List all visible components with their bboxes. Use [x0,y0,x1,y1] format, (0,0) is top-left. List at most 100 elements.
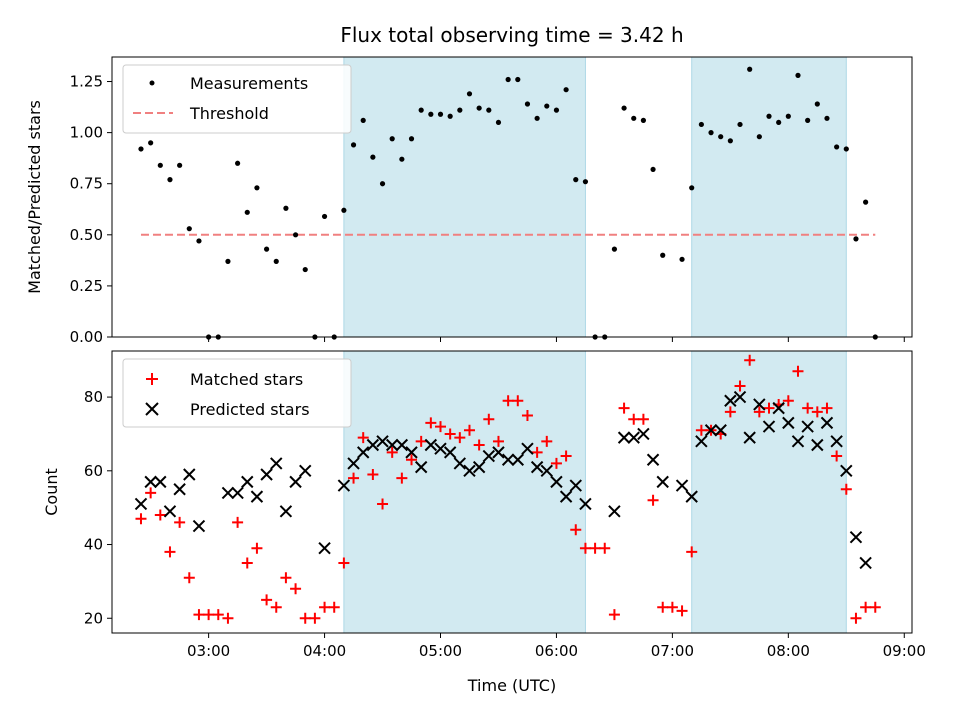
matched-star-point [164,546,176,558]
measurement-point [321,213,328,220]
matched-star-point [792,365,804,377]
x-tick-label: 03:00 [187,642,230,660]
measurement-point [302,266,308,273]
y-tick-label: 0.75 [70,175,103,193]
chart-title: Flux total observing time = 3.42 h [340,23,683,47]
top-legend: Measurements Threshold [122,64,352,134]
matched-star-point [502,395,514,407]
bottom-y-axis-label: Count [42,468,61,516]
matched-star-point [763,402,775,414]
matched-star-point [686,546,698,558]
predicted-star-point [395,438,409,452]
x-tick-label: 05:00 [419,642,462,660]
measurement-point [466,91,473,97]
predicted-star-point [289,475,302,489]
measurement-point [534,115,540,121]
matched-star-point [570,524,582,536]
predicted-star-point [501,453,515,466]
matched-star-point [290,583,302,595]
predicted-star-point [163,505,177,518]
matched-star-point [647,494,659,506]
matched-star-point [241,557,253,569]
predicted-star-point [743,431,756,444]
predicted-star-point [405,446,418,459]
predicted-star-point [753,398,766,411]
top-observing-spans [343,56,847,338]
measurement-point [524,101,531,107]
y-tick-label: 80 [84,388,103,406]
matched-star-point [657,601,669,613]
predicted-star-point [482,449,496,463]
measurement-point [505,76,511,83]
predicted-star-point [791,435,805,448]
matched-star-point [396,472,408,484]
measurement-point [428,111,434,117]
bottom-legend-box [122,358,352,428]
predicted-star-point [521,442,534,455]
matched-star-point [367,468,379,480]
matched-star-point [183,572,195,584]
measurement-point [834,144,840,150]
top-legend-box [122,64,352,134]
bottom-x-ticks: 03:00 04:00 05:00 06:00 07:00 08:00 09:00 [187,633,926,660]
predicted-star-point [318,542,331,555]
matched-star-point [222,612,234,624]
measurement-point [235,160,241,166]
measurement-point [495,119,502,126]
legend-measurements-label: Measurements [190,74,308,93]
measurement-point [679,256,685,262]
measurement-point [689,185,695,191]
predicted-star-point [762,420,776,433]
measurement-point [254,185,260,191]
matched-star-point [724,406,736,418]
measurement-point [186,226,192,232]
x-tick-label: 04:00 [303,642,346,660]
matched-star-point [734,380,746,392]
measurement-point [408,136,415,142]
matched-star-point [174,516,186,528]
legend-measurements-marker [149,80,155,86]
observing-span-2 [691,56,847,338]
matched-star-point [251,542,263,554]
matched-star-point [579,542,591,554]
predicted-star-point [347,457,360,470]
predicted-star-point [695,435,708,448]
y-tick-label: 20 [84,609,103,627]
predicted-star-point [849,530,863,544]
matched-star-point [744,354,756,366]
predicted-star-point [424,438,438,452]
x-tick-label: 07:00 [651,642,694,660]
predicted-star-point [414,460,428,474]
measurement-point [805,117,811,123]
predicted-star-point [279,505,293,518]
measurement-point [457,107,463,113]
measurement-point [863,199,869,205]
measurement-point [389,136,395,142]
measurement-point [292,232,299,238]
predicted-star-point [154,475,167,489]
x-axis-label: Time (UTC) [467,676,556,695]
y-tick-label: 0.00 [70,328,103,346]
measurement-point [379,181,386,187]
matched-star-point [782,395,794,407]
predicted-star-point [183,468,196,481]
measurement-point [283,205,289,211]
matched-star-point [193,609,205,621]
legend-threshold-label: Threshold [189,104,269,123]
matched-star-points [135,354,881,624]
measurement-point [708,130,714,136]
predicted-star-point [337,479,351,492]
predicted-star-point [714,424,727,437]
matched-star-point [328,601,340,613]
predicted-star-point [579,497,592,511]
matched-star-point [348,472,360,484]
predicted-star-point [637,427,650,441]
measurement-point [582,179,589,185]
matched-star-point [386,446,398,458]
matched-star-point [406,454,418,466]
predicted-star-point [250,490,264,503]
matched-star-point [280,572,292,584]
predicted-star-point [453,457,467,470]
top-x-ticks [208,337,905,342]
matched-star-point [676,605,688,617]
